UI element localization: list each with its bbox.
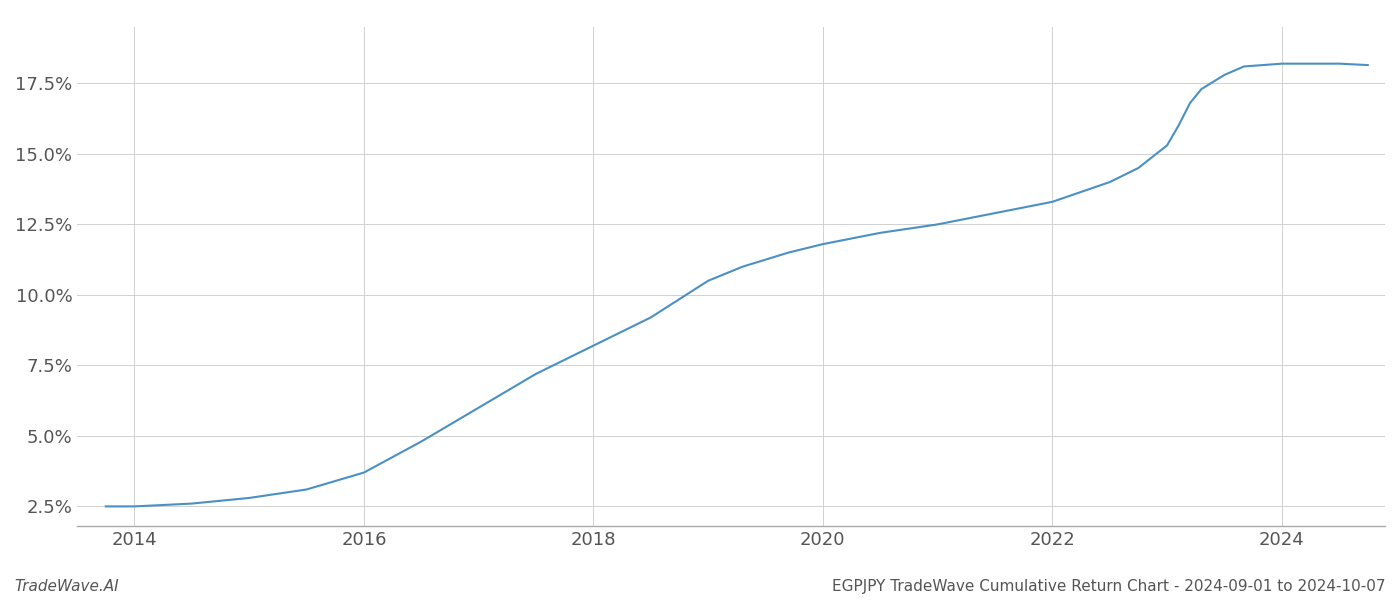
Text: TradeWave.AI: TradeWave.AI — [14, 579, 119, 594]
Text: EGPJPY TradeWave Cumulative Return Chart - 2024-09-01 to 2024-10-07: EGPJPY TradeWave Cumulative Return Chart… — [833, 579, 1386, 594]
